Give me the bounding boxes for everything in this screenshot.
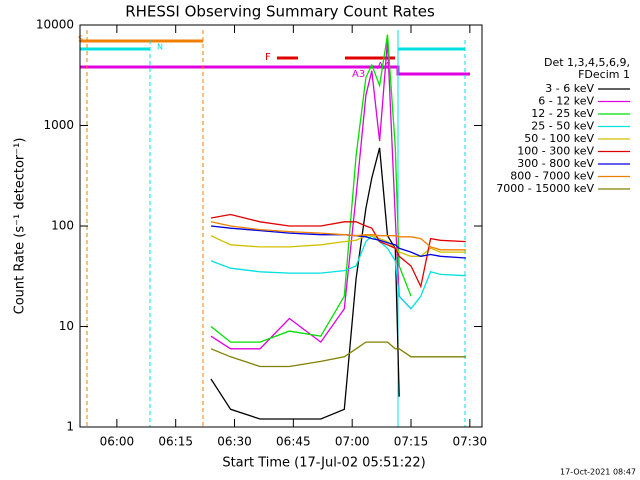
series-line [210,341,466,368]
series-line [210,40,412,350]
footer: 17-Oct-2021 08:47 [560,468,636,477]
y-tick-label: 1000 [43,118,74,132]
y-tick-label: 1 [66,420,74,434]
series-line [210,234,466,310]
series-line [210,225,466,259]
flag-label: N [157,43,163,52]
series-line [210,34,412,343]
chart-title: RHESSI Observing Summary Count Rates [125,3,435,21]
x-tick-label: 07:30 [453,435,488,449]
legend-label: 25 - 50 keV [531,120,594,133]
flag-label: A3 [352,69,365,80]
flag-label: F [265,52,271,63]
series-line [210,235,466,257]
x-tick-label: 06:00 [100,435,135,449]
legend-label: 7000 - 15000 keV [496,182,594,195]
y-tick-label: 10000 [36,18,74,32]
y-axis-label: Count Rate (s⁻¹ detector⁻¹) [13,138,28,315]
flag-label: A4 [377,61,390,72]
legend-label: 50 - 100 keV [524,132,594,145]
legend-title: Det 1,3,4,5,6,9, [544,56,630,69]
flag-label: S [78,35,83,44]
legend-label: 300 - 800 keV [517,157,594,170]
x-tick-label: 06:15 [158,435,193,449]
y-tick-label: 100 [51,219,74,233]
x-axis-label: Start Time (17-Jul-02 05:51:22) [222,456,425,471]
y-tick-label: 10 [59,319,74,333]
legend-title: FDecim 1 [578,68,630,81]
legend-label: 6 - 12 keV [538,95,594,108]
series-line [210,221,466,251]
legend-label: 3 - 6 keV [545,82,594,95]
legend-label: 12 - 25 keV [531,107,594,120]
x-tick-label: 06:30 [217,435,252,449]
legend-label: 100 - 300 keV [517,145,594,158]
x-tick-label: 07:00 [335,435,370,449]
legend-label: 800 - 7000 keV [510,170,594,183]
x-tick-label: 07:15 [394,435,429,449]
x-tick-label: 06:45 [276,435,311,449]
